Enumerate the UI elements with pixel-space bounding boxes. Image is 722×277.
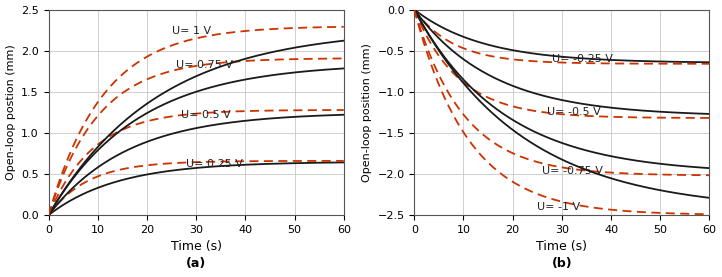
- Text: U= 0.75 V: U= 0.75 V: [176, 60, 233, 70]
- Y-axis label: Open-loop postion (mm): Open-loop postion (mm): [6, 45, 16, 180]
- Text: U= -1 V: U= -1 V: [537, 202, 580, 212]
- Text: U= 0.5 V: U= 0.5 V: [181, 110, 231, 120]
- Y-axis label: Open-loop position (mm): Open-loop position (mm): [362, 43, 372, 182]
- Text: (b): (b): [552, 257, 572, 270]
- Text: U= -0.25 V: U= -0.25 V: [552, 54, 613, 64]
- Text: U= 0.25 V: U= 0.25 V: [186, 159, 243, 169]
- Text: U= -0.75 V: U= -0.75 V: [542, 166, 603, 176]
- Text: (a): (a): [186, 257, 206, 270]
- Text: U= 1 V: U= 1 V: [172, 26, 211, 36]
- Text: U= -0.5 V: U= -0.5 V: [547, 107, 601, 117]
- X-axis label: Time (s): Time (s): [536, 240, 588, 253]
- X-axis label: Time (s): Time (s): [170, 240, 222, 253]
